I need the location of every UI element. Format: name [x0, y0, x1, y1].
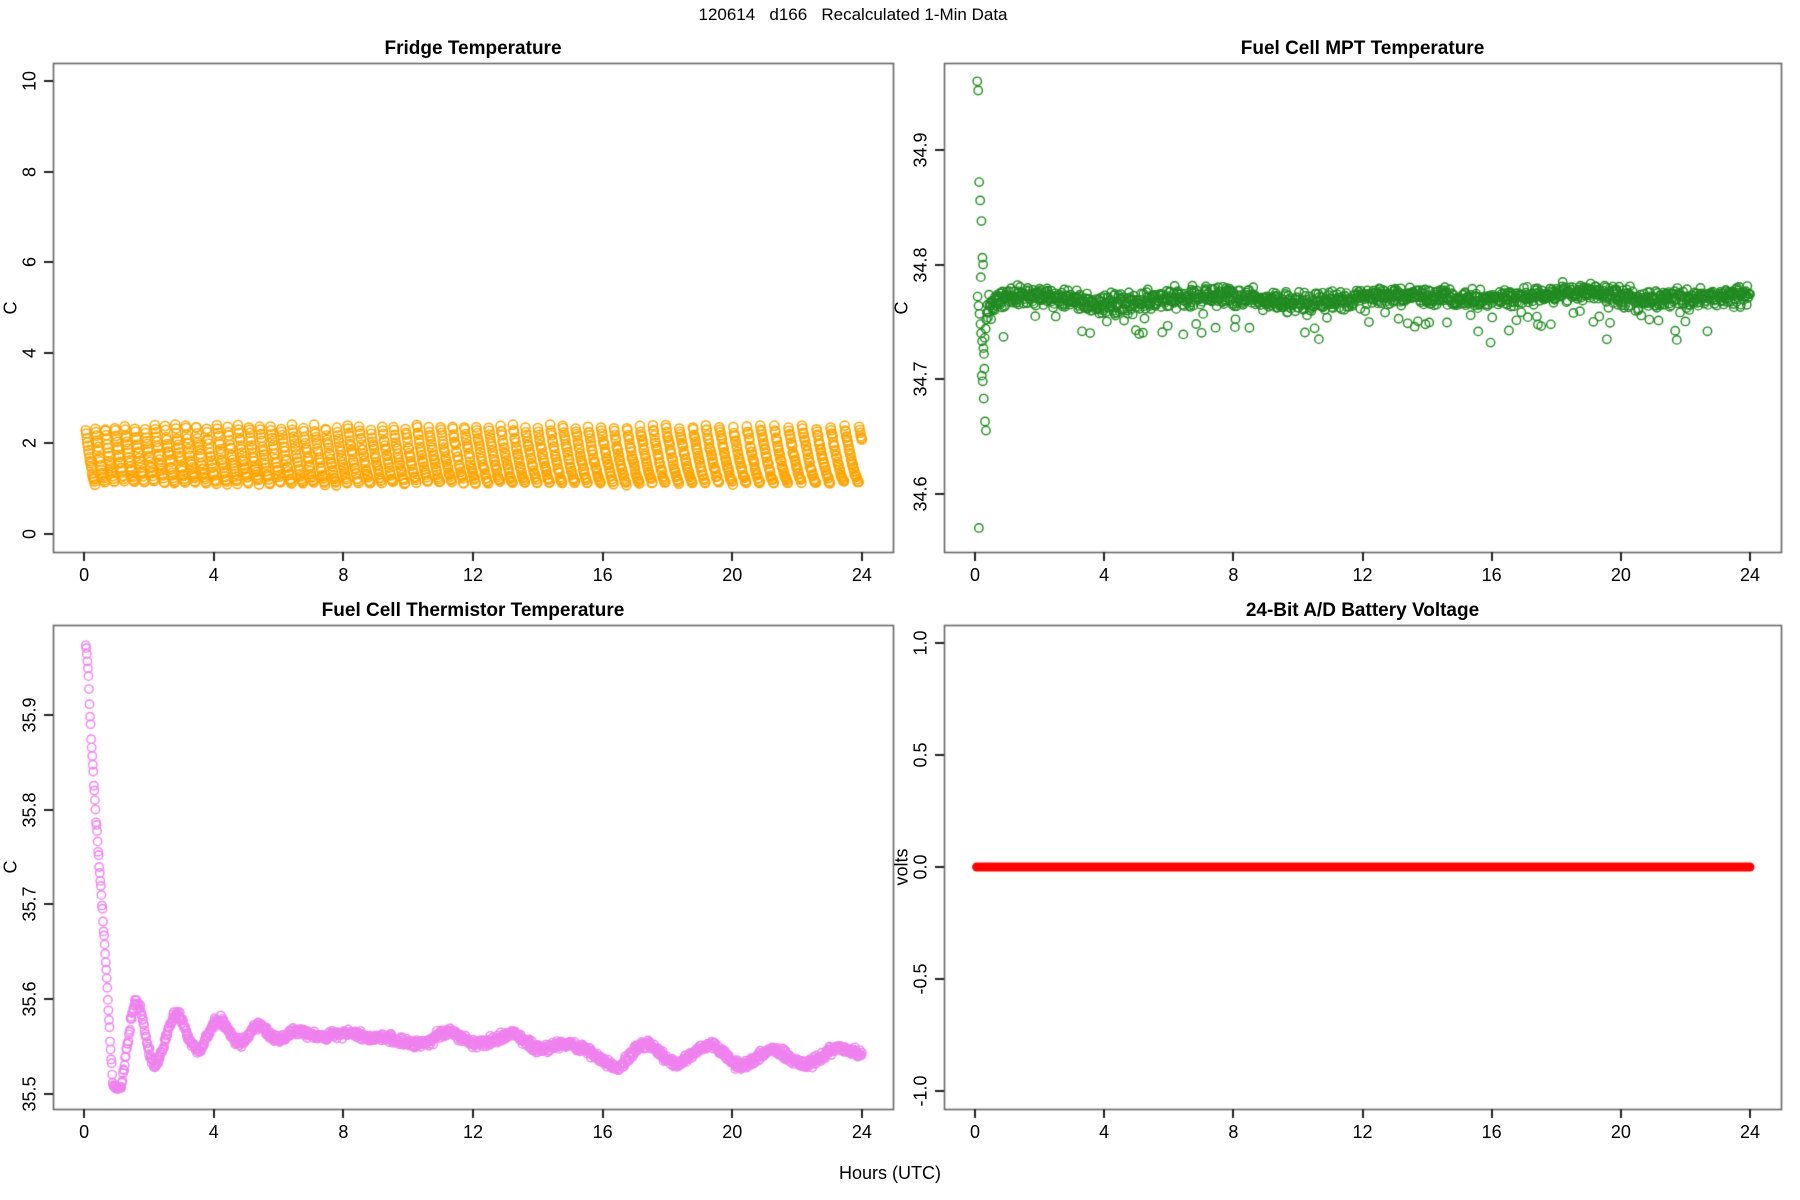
xtick-label: 20: [722, 565, 743, 585]
ytick-label: 35.8: [19, 792, 40, 828]
panel-title: Fuel Cell MPT Temperature: [1240, 38, 1485, 59]
xtick-label: 16: [1481, 565, 1502, 585]
xtick-label: 12: [462, 1122, 484, 1142]
xtick-label: 0: [79, 1122, 90, 1142]
xtick-label: 24: [851, 1122, 872, 1142]
xtick-label: 0: [79, 565, 90, 585]
main-title: 120614 d166 Recalculated 1-Min Data: [698, 5, 1008, 24]
xtick-label: 4: [1099, 565, 1110, 585]
ytick-label: 0.5: [910, 742, 931, 768]
xtick-label: 24: [1739, 1122, 1761, 1142]
ytick-label: 0: [19, 528, 40, 539]
ytick-label: -1.0: [910, 1075, 931, 1107]
xtick-label: 12: [1352, 565, 1373, 585]
xtick-label: 4: [208, 1122, 219, 1142]
xtick-label: 16: [1481, 1122, 1502, 1142]
y-axis-title: C: [0, 860, 21, 874]
x-axis-label: Hours (UTC): [839, 1163, 941, 1183]
ytick-label: 0.0: [910, 854, 931, 880]
ytick-label: 35.6: [19, 981, 40, 1017]
ytick-label: 2: [19, 438, 40, 449]
ytick-label: 35.9: [19, 697, 40, 733]
ytick-label: 35.5: [19, 1076, 40, 1112]
xtick-label: 24: [1739, 565, 1761, 585]
xtick-label: 16: [592, 565, 613, 585]
xtick-label: 12: [1352, 1122, 1373, 1142]
ytick-label: 34.6: [910, 476, 931, 512]
ytick-label: -0.5: [910, 963, 931, 995]
panel-title: 24-Bit A/D Battery Voltage: [1245, 600, 1480, 621]
xtick-label: 8: [1228, 565, 1239, 585]
xtick-label: 12: [462, 565, 484, 585]
ytick-label: 34.7: [910, 361, 931, 397]
xtick-label: 20: [722, 1122, 743, 1142]
xtick-label: 8: [338, 1122, 349, 1142]
xtick-label: 0: [969, 565, 981, 585]
panel-title: Fridge Temperature: [384, 38, 562, 59]
xtick-label: 8: [1228, 1122, 1239, 1142]
ytick-label: 6: [19, 257, 40, 268]
ytick-label: 4: [19, 347, 40, 358]
ytick-label: 34.8: [910, 247, 931, 283]
xtick-label: 4: [208, 565, 219, 585]
ytick-label: 35.7: [19, 886, 40, 922]
ytick-label: 10: [19, 71, 40, 92]
xtick-label: 16: [592, 1122, 613, 1142]
xtick-label: 20: [1610, 1122, 1631, 1142]
xtick-label: 8: [338, 565, 349, 585]
y-axis-title: volts: [891, 848, 912, 886]
xtick-label: 4: [1099, 1122, 1110, 1142]
panel-title: Fuel Cell Thermistor Temperature: [321, 600, 625, 621]
ytick-label: 8: [19, 166, 40, 177]
xtick-label: 20: [1610, 565, 1631, 585]
xtick-label: 24: [851, 565, 872, 585]
ytick-label: 34.9: [910, 132, 931, 168]
y-axis-title: C: [891, 301, 912, 314]
xtick-label: 0: [969, 1122, 981, 1142]
y-axis-title: C: [0, 301, 21, 314]
ytick-label: 1.0: [910, 630, 931, 656]
